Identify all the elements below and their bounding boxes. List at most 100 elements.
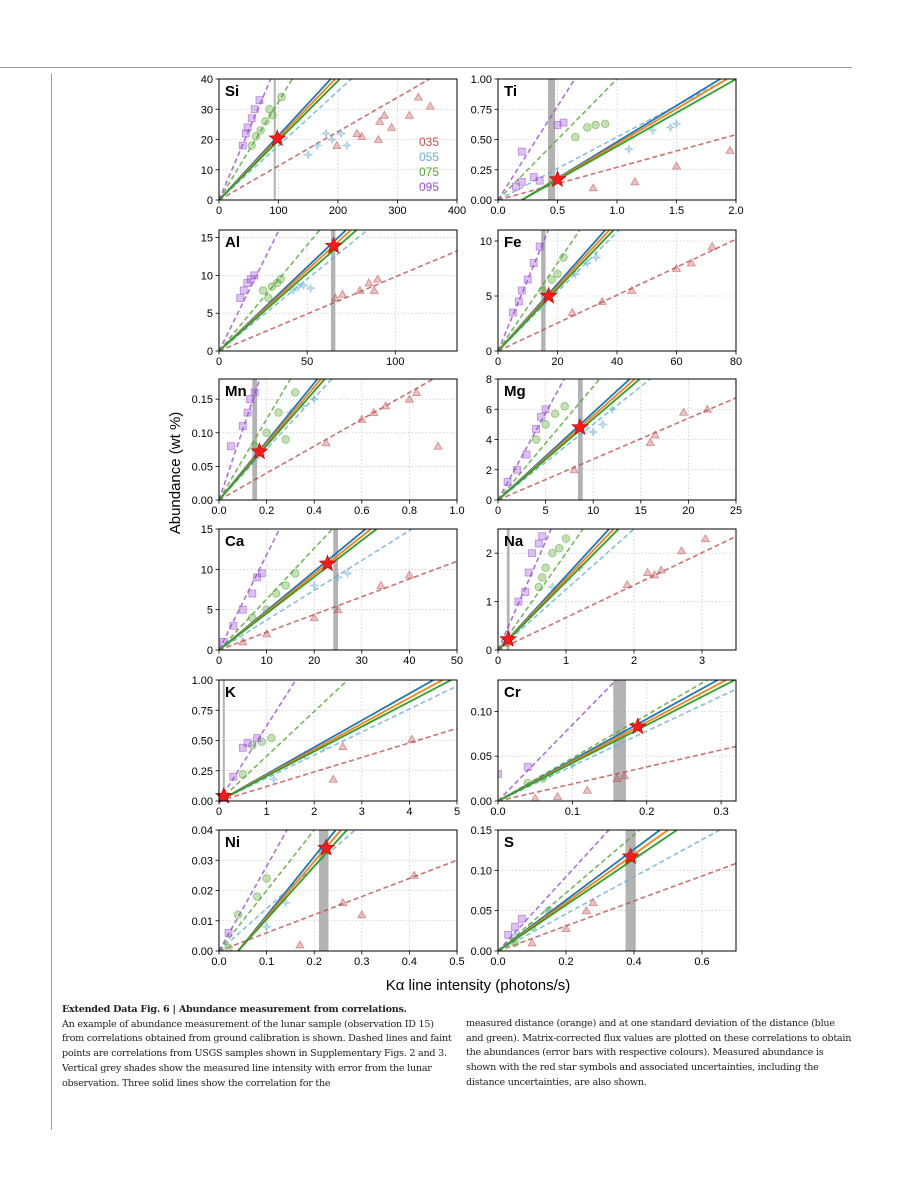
point-s075 bbox=[224, 943, 233, 951]
y-tick-label: 0.05 bbox=[471, 751, 492, 763]
y-tick-label: 0.01 bbox=[192, 916, 213, 928]
point-s035 bbox=[374, 116, 385, 125]
point-s035 bbox=[671, 161, 682, 170]
dashed-correlation-s095 bbox=[498, 680, 617, 801]
point-s035 bbox=[582, 785, 592, 794]
panel-title: Cr bbox=[504, 684, 521, 701]
point-s035 bbox=[645, 437, 656, 446]
point-s095 bbox=[528, 549, 536, 558]
point-s035 bbox=[622, 579, 632, 589]
point-s055 bbox=[342, 568, 353, 579]
x-tick-label: 3 bbox=[699, 655, 705, 667]
point-s095 bbox=[498, 770, 502, 779]
point-s075 bbox=[248, 741, 257, 750]
point-s095 bbox=[243, 408, 252, 417]
legend-entry-035: 035 bbox=[419, 135, 439, 149]
point-s075 bbox=[256, 126, 265, 135]
x-tick-label: 0.0 bbox=[211, 505, 226, 517]
x-tick-label: 0.4 bbox=[307, 505, 322, 517]
point-s035 bbox=[642, 567, 653, 576]
y-tick-label: 0.75 bbox=[192, 705, 213, 717]
x-tick-label: 0 bbox=[216, 205, 222, 217]
point-s095 bbox=[535, 242, 544, 251]
x-tick-label: 10 bbox=[587, 505, 599, 517]
point-s075 bbox=[281, 581, 290, 590]
x-tick-label: 60 bbox=[670, 356, 682, 368]
axes-frame bbox=[497, 829, 737, 952]
point-s035 bbox=[386, 122, 397, 131]
panel-title: K bbox=[225, 684, 236, 701]
point-s035 bbox=[413, 92, 424, 101]
y-tick-label: 0.03 bbox=[192, 855, 213, 867]
point-s075 bbox=[268, 111, 277, 120]
point-s035 bbox=[355, 285, 365, 294]
y-tick-label: 0.10 bbox=[471, 865, 492, 877]
x-tick-label: 20 bbox=[682, 505, 694, 517]
point-s035 bbox=[309, 612, 319, 622]
point-s095 bbox=[514, 297, 523, 306]
point-s035 bbox=[567, 307, 578, 316]
dashed-correlation-s055 bbox=[219, 685, 457, 801]
point-s035 bbox=[686, 258, 697, 267]
axes-frame bbox=[497, 679, 737, 802]
x-tick-label: 0.2 bbox=[558, 956, 573, 968]
plot-area bbox=[219, 79, 457, 200]
x-tick-label: 0.2 bbox=[259, 505, 274, 517]
point-s035 bbox=[357, 414, 367, 423]
y-tick-label: 0.15 bbox=[192, 394, 213, 406]
y-tick-label: 0.50 bbox=[471, 135, 492, 147]
dashed-correlation-s035 bbox=[498, 745, 736, 801]
point-s075 bbox=[571, 132, 580, 142]
point-s075 bbox=[555, 544, 564, 553]
point-s035 bbox=[588, 183, 598, 192]
point-s055 bbox=[341, 140, 353, 151]
point-s055 bbox=[606, 403, 618, 415]
point-s035 bbox=[369, 407, 379, 417]
dashed-correlation-s055 bbox=[219, 79, 352, 200]
y-axis-label: Abundance (wt %) bbox=[167, 412, 184, 535]
point-s035 bbox=[238, 637, 248, 646]
point-s035 bbox=[373, 134, 384, 143]
point-s095 bbox=[229, 772, 238, 781]
dashed-correlation-s095 bbox=[219, 79, 272, 200]
point-s095 bbox=[514, 597, 523, 606]
dashed-correlation-s035 bbox=[498, 397, 736, 500]
point-s095 bbox=[238, 422, 247, 430]
point-s075 bbox=[600, 119, 610, 128]
point-s035 bbox=[597, 296, 607, 305]
y-tick-label: 5 bbox=[486, 291, 492, 303]
panel-title: Na bbox=[504, 533, 524, 550]
point-s095 bbox=[241, 129, 250, 138]
x-tick-label: 100 bbox=[269, 205, 287, 217]
x-tick-label: 0 bbox=[495, 505, 501, 517]
plot-area bbox=[219, 529, 457, 650]
point-s035 bbox=[627, 285, 637, 294]
point-s075 bbox=[262, 874, 271, 883]
point-s095 bbox=[236, 294, 245, 302]
dashed-correlation-s055 bbox=[498, 688, 736, 801]
measured-intensity-shade bbox=[252, 379, 258, 500]
x-tick-label: 50 bbox=[301, 356, 313, 368]
point-s095 bbox=[239, 286, 248, 295]
dashed-correlation-s095 bbox=[219, 529, 281, 650]
y-tick-label: 0.10 bbox=[192, 428, 213, 440]
axes-frame bbox=[497, 528, 737, 651]
x-tick-label: 100 bbox=[386, 356, 404, 368]
x-tick-label: 0 bbox=[495, 655, 501, 667]
point-s055 bbox=[590, 252, 602, 263]
point-s055 bbox=[280, 897, 291, 908]
dashed-correlation-s095 bbox=[219, 379, 261, 500]
point-s035 bbox=[321, 438, 331, 447]
point-s095 bbox=[517, 286, 526, 295]
measured-intensity-shade bbox=[547, 79, 556, 200]
point-s075 bbox=[534, 582, 543, 592]
point-s095 bbox=[243, 739, 252, 747]
measured-abundance-star bbox=[250, 442, 269, 460]
point-s095 bbox=[248, 589, 257, 598]
y-tick-label: 0.75 bbox=[471, 104, 492, 116]
dashed-correlation-s095 bbox=[498, 379, 565, 500]
x-tick-label: 0.0 bbox=[490, 806, 505, 818]
point-s075 bbox=[264, 293, 273, 303]
x-tick-label: 1.0 bbox=[449, 505, 464, 517]
point-s095 bbox=[253, 734, 261, 742]
